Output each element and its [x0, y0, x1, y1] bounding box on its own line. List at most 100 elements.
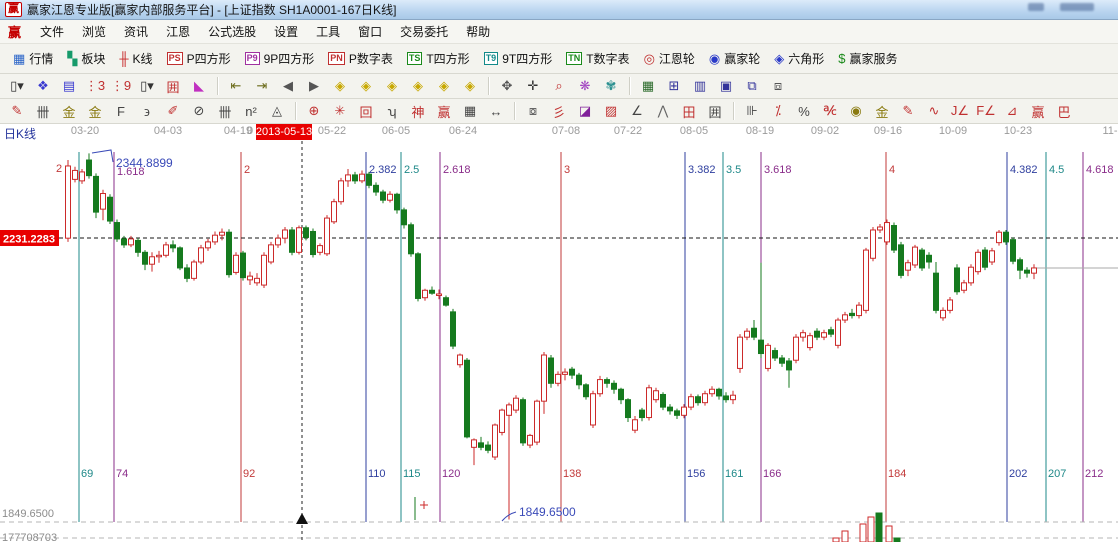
pattern-tool-button[interactable]: ❖	[31, 75, 55, 97]
menu-item-窗口[interactable]: 窗口	[358, 25, 383, 39]
zoom-out-y-button[interactable]: ◈	[380, 75, 404, 97]
first-bar-button[interactable]: ⇤	[224, 75, 248, 97]
zoom-out-x-button[interactable]: ◈	[328, 75, 352, 97]
zoom-in-y-button[interactable]: ◈	[406, 75, 430, 97]
toolbar-button-9p-square[interactable]: P9 9P四方形	[238, 48, 322, 69]
ying-angle-button[interactable]: 赢	[1026, 100, 1050, 122]
gann-box-button[interactable]: 回	[354, 100, 378, 122]
menu-item-资讯[interactable]: 资讯	[124, 25, 149, 39]
info-panel-button[interactable]: 囲	[161, 75, 185, 97]
toolbar-button-kline[interactable]: ╫ K线	[112, 48, 159, 69]
toolbar-button-t-square[interactable]: TS T四方形	[400, 48, 477, 69]
j-angle-button[interactable]: J∠	[948, 100, 972, 122]
menu-item-江恩[interactable]: 江恩	[166, 25, 191, 39]
prev-bar-button[interactable]: ◀	[276, 75, 300, 97]
candle-style-dropdown-button[interactable]: ▯▾	[5, 75, 29, 97]
ink-pen-button[interactable]: ✎	[896, 100, 920, 122]
percent-button[interactable]: %	[792, 100, 816, 122]
toolbar-button-t-number-table[interactable]: TN T数字表	[559, 48, 636, 69]
angle-tool-button[interactable]: ∠	[625, 100, 649, 122]
toolbar-button-sectors[interactable]: ▚ 板块	[60, 48, 112, 69]
title-bar[interactable]: 赢 赢家江恩专业版[赢家内部服务平台] - [上证指数 SH1A0001-167…	[0, 0, 1118, 20]
gann-gold-grid-2-button[interactable]: 金	[83, 100, 107, 122]
toolbar-button-hexagon[interactable]: ◈ 六角形	[767, 48, 831, 69]
zoom-out-y-icon: ◈	[387, 78, 397, 93]
wave-line-button[interactable]: ∿	[922, 100, 946, 122]
candle	[863, 249, 869, 311]
tick-ruler-button[interactable]: 卌	[213, 100, 237, 122]
percent-line-button[interactable]: ℀	[818, 100, 842, 122]
pan-hand-button[interactable]: ✥	[495, 75, 519, 97]
zoom-all-button[interactable]: ◈	[458, 75, 482, 97]
f-angle-button[interactable]: F∠	[974, 100, 998, 122]
gann-flower-button[interactable]: ❋	[573, 75, 597, 97]
last-bar-button[interactable]: ⇥	[250, 75, 274, 97]
calculator-button[interactable]: ⊞	[662, 75, 686, 97]
menu-item-文件[interactable]: 文件	[40, 25, 65, 39]
ba-angle-button[interactable]: 巴	[1052, 100, 1076, 122]
toolbar-button-p-square[interactable]: PS P四方形	[160, 48, 238, 69]
column-tool-button[interactable]: ⊪	[740, 100, 764, 122]
gann-web-button[interactable]: ✳	[328, 100, 352, 122]
wave-pair-button[interactable]: ʮ	[380, 100, 404, 122]
bar-measure-button[interactable]: ↔	[484, 100, 508, 122]
toolbar-button-winner-wheel[interactable]: ◉ 赢家轮	[702, 48, 767, 69]
analysis-puzzle-button[interactable]: ✾	[599, 75, 623, 97]
magnifier-button[interactable]: ⌕	[547, 75, 571, 97]
n-square-button[interactable]: n²	[239, 100, 263, 122]
toolbar-button-winner-service[interactable]: $ 赢家服务	[831, 48, 904, 69]
toolbar-button-gann-wheel[interactable]: ◎ 江恩轮	[637, 48, 702, 69]
percent-zone-button[interactable]: ⁒	[766, 100, 790, 122]
print-button[interactable]: ⧈	[766, 75, 790, 97]
gold-bar-button[interactable]: 金	[870, 100, 894, 122]
minute-chart-3-button[interactable]: ⋮3	[83, 75, 107, 97]
menu-item-工具[interactable]: 工具	[316, 25, 341, 39]
save-button[interactable]: ▣	[714, 75, 738, 97]
marker-pen-button[interactable]: ✐	[161, 100, 185, 122]
fib-grid-button[interactable]: F	[109, 100, 133, 122]
menu-item-浏览[interactable]: 浏览	[82, 25, 107, 39]
protractor-button[interactable]: ◬	[265, 100, 289, 122]
circle-ruler-button[interactable]: ⊘	[187, 100, 211, 122]
minute-chart-9-button[interactable]: ⋮9	[109, 75, 133, 97]
zigzag-button[interactable]: ⋀	[651, 100, 675, 122]
fan-box-2-button[interactable]: ▨	[599, 100, 623, 122]
comb-grid-button[interactable]: 卌	[31, 100, 55, 122]
shen-grid-button[interactable]: 神	[406, 100, 430, 122]
crosshair-button[interactable]: ✛	[521, 75, 545, 97]
export-chart-button[interactable]: ⧉	[740, 75, 764, 97]
number-grid-icon: ▦	[463, 103, 477, 118]
matrix-grid-2-button[interactable]: 囲	[703, 100, 727, 122]
speed-angle-button[interactable]: ⊿	[1000, 100, 1024, 122]
calendar-button[interactable]: ▦	[636, 75, 660, 97]
single-candle-dropdown-button[interactable]: ▯▾	[135, 75, 159, 97]
notes-button[interactable]: ▥	[688, 75, 712, 97]
gann-line-top-label: 4.618	[1086, 164, 1114, 176]
menu-item-设置[interactable]: 设置	[274, 25, 299, 39]
brush-button[interactable]: ✎	[5, 100, 29, 122]
box-frame-button[interactable]: ⧇	[521, 100, 545, 122]
fan-box-button[interactable]: ◪	[573, 100, 597, 122]
toolbar-button-p-number-table[interactable]: PN P数字表	[321, 48, 400, 69]
toolbar-button-9t-square[interactable]: T9 9T四方形	[477, 48, 560, 69]
ying-grid-button[interactable]: 赢	[432, 100, 456, 122]
quotes-icon: ▦	[13, 50, 26, 66]
red-fan-button[interactable]: 彡	[547, 100, 571, 122]
zoom-in-x-button[interactable]: ◈	[354, 75, 378, 97]
menu-item-公式选股[interactable]: 公式选股	[208, 25, 257, 39]
next-bar-button[interactable]: ▶	[302, 75, 326, 97]
menu-item-交易委托[interactable]: 交易委托	[400, 25, 449, 39]
candle	[156, 254, 162, 258]
gold-circle-button[interactable]: ◉	[844, 100, 868, 122]
spiral-tool-button[interactable]: ϶	[135, 100, 159, 122]
number-grid-button[interactable]: ▦	[458, 100, 482, 122]
matrix-grid-button[interactable]: 田	[677, 100, 701, 122]
zoom-fit-button[interactable]: ◈	[432, 75, 456, 97]
volume-flag-button[interactable]: ◣	[187, 75, 211, 97]
toolbar-button-quotes[interactable]: ▦ 行情	[6, 48, 60, 69]
gann-gold-grid-button[interactable]: 金	[57, 100, 81, 122]
order-notes-button[interactable]: ▤	[57, 75, 81, 97]
menu-item-帮助[interactable]: 帮助	[466, 25, 491, 39]
gann-target-button[interactable]: ⊕	[302, 100, 326, 122]
